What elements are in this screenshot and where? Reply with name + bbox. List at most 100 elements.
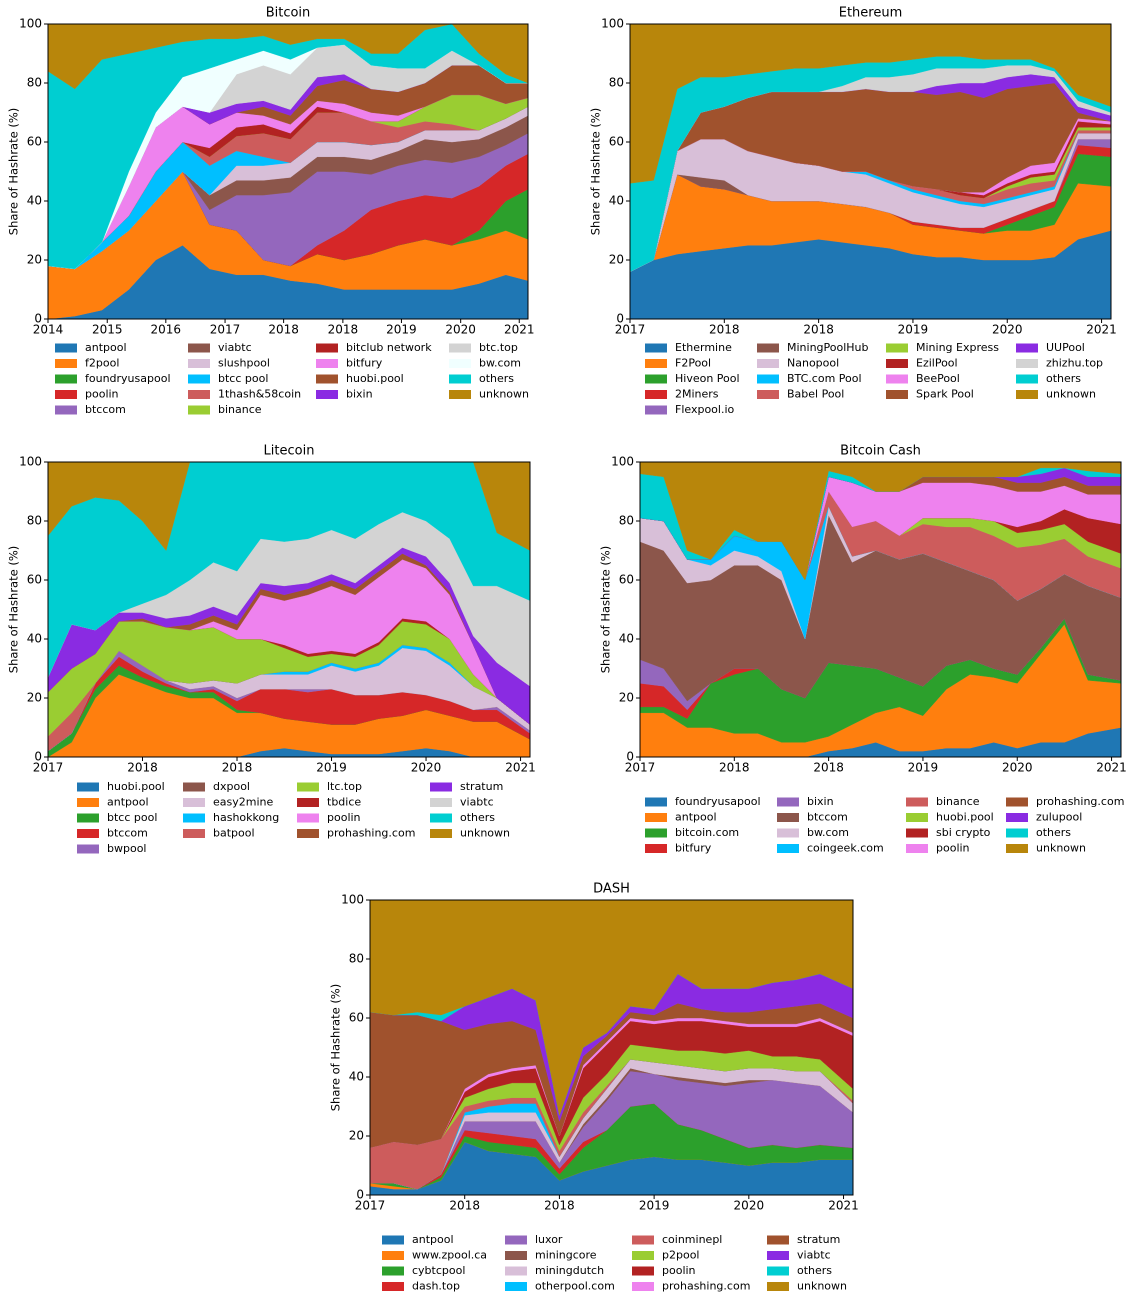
legend-swatch <box>449 359 471 368</box>
legend-swatch <box>183 813 205 823</box>
x-tick-label: 2018 <box>709 323 740 337</box>
legend-label: UUPool <box>1046 341 1085 354</box>
legend-label: unknown <box>1046 388 1096 401</box>
legend-label: dash.top <box>412 1280 460 1293</box>
x-tick-label: 2019 <box>639 1199 670 1213</box>
legend-swatch <box>767 1235 789 1245</box>
legend-label: huobi.pool <box>107 780 165 793</box>
legend-label: viabtc <box>218 341 252 354</box>
legend-label: others <box>1036 826 1071 839</box>
chart-panel: Ethereum Share of Hashrate (%) 0 20 40 60 80 10… <box>589 6 1117 417</box>
y-tick-label: 100 <box>19 17 42 31</box>
y-tick-label: 40 <box>27 632 42 646</box>
plot-area <box>48 462 530 757</box>
plot-area <box>370 900 853 1195</box>
x-tick-label: 2019 <box>908 761 939 775</box>
legend-label: otherpool.com <box>535 1280 615 1293</box>
legend-label: prohashing.com <box>327 827 415 840</box>
x-tick-label: 2021 <box>828 1199 859 1213</box>
legend-label: Mining Express <box>916 341 999 354</box>
legend-swatch <box>777 828 799 838</box>
legend-swatch <box>1006 813 1028 822</box>
axes-frame <box>47 23 529 320</box>
legend-swatch <box>382 1282 404 1291</box>
legend-swatch <box>77 798 99 807</box>
legend-swatch <box>55 405 77 415</box>
legend-swatch <box>906 813 928 822</box>
legend-label: bixin <box>807 795 834 808</box>
chart-title: Ethereum <box>839 6 903 21</box>
chart-title: DASH <box>593 882 630 897</box>
legend-swatch <box>886 359 908 368</box>
legend-label: bitfury <box>346 357 383 370</box>
legend-swatch <box>430 813 452 823</box>
legend-label: huobi.pool <box>936 811 994 824</box>
legend-swatch <box>645 828 667 838</box>
legend-label: poolin <box>662 1264 696 1277</box>
chart-panel: Bitcoin Cash Share of Hashrate (%) 0 20 40 60… <box>599 444 1127 855</box>
legend-label: antpool <box>107 796 149 809</box>
legend-swatch <box>316 374 338 384</box>
legend-swatch <box>767 1266 789 1276</box>
x-tick-label: 2018 <box>222 761 253 775</box>
x-tick-label: 2018 <box>719 761 750 775</box>
legend-swatch <box>316 359 338 368</box>
legend-swatch <box>645 797 667 807</box>
y-tick-label: 80 <box>27 514 42 528</box>
y-tick-label: 20 <box>27 253 42 267</box>
legend-swatch <box>297 813 319 823</box>
legend-label: bwpool <box>107 842 146 855</box>
legend-swatch <box>55 390 77 399</box>
legend-label: bw.com <box>479 357 521 370</box>
legend-swatch <box>886 390 908 399</box>
x-tick-label: 2019 <box>898 323 929 337</box>
legend-swatch <box>297 798 319 807</box>
x-tick-label: 2018 <box>127 761 158 775</box>
legend-swatch <box>449 343 471 353</box>
legend-swatch <box>188 405 210 415</box>
axes-frame <box>47 461 531 758</box>
x-tick-label: 2017 <box>355 1199 386 1213</box>
legend-swatch <box>77 782 99 792</box>
legend-swatch <box>645 390 667 399</box>
legend-swatch <box>645 405 667 415</box>
y-tick-label: 40 <box>349 1070 364 1084</box>
x-tick-label: 2021 <box>505 761 536 775</box>
legend-label: miningdutch <box>535 1264 604 1277</box>
legend-swatch <box>77 813 99 823</box>
y-tick-label: 0 <box>34 750 42 764</box>
y-tick-label: 0 <box>356 1188 364 1202</box>
x-tick-label: 2017 <box>625 761 656 775</box>
x-tick-label: 2014 <box>33 323 64 337</box>
legend-swatch <box>77 829 99 838</box>
legend-label: btccom <box>85 403 126 416</box>
legend-swatch <box>382 1235 404 1245</box>
legend-label: foundryusapool <box>675 795 761 808</box>
legend-label: easy2mine <box>213 796 273 809</box>
legend-label: bw.com <box>807 826 849 839</box>
legend-swatch <box>316 343 338 353</box>
legend-label: Hiveon Pool <box>675 372 740 385</box>
legend-swatch <box>767 1282 789 1291</box>
legend-label: btcc pool <box>218 372 268 385</box>
legend-swatch <box>757 343 779 353</box>
legend-swatch <box>645 374 667 384</box>
chart-title: Bitcoin <box>266 6 311 21</box>
legend-swatch <box>183 829 205 838</box>
y-axis-label: Share of Hashrate (%) <box>7 108 21 235</box>
y-tick-label: 80 <box>349 952 364 966</box>
x-tick-label: 2018 <box>449 1199 480 1213</box>
x-tick-label: 2017 <box>615 323 646 337</box>
y-tick-label: 0 <box>616 312 624 326</box>
legend-label: antpool <box>675 811 717 824</box>
y-tick-label: 0 <box>626 750 634 764</box>
y-tick-label: 80 <box>609 76 624 90</box>
legend-swatch <box>505 1282 527 1291</box>
y-tick-label: 60 <box>619 573 634 587</box>
legend-swatch <box>77 844 99 854</box>
legend-swatch <box>188 343 210 353</box>
legend-swatch <box>188 374 210 384</box>
legend-label: bitfury <box>675 842 712 855</box>
legend-swatch <box>645 359 667 368</box>
legend-label: huobi.pool <box>346 372 404 385</box>
